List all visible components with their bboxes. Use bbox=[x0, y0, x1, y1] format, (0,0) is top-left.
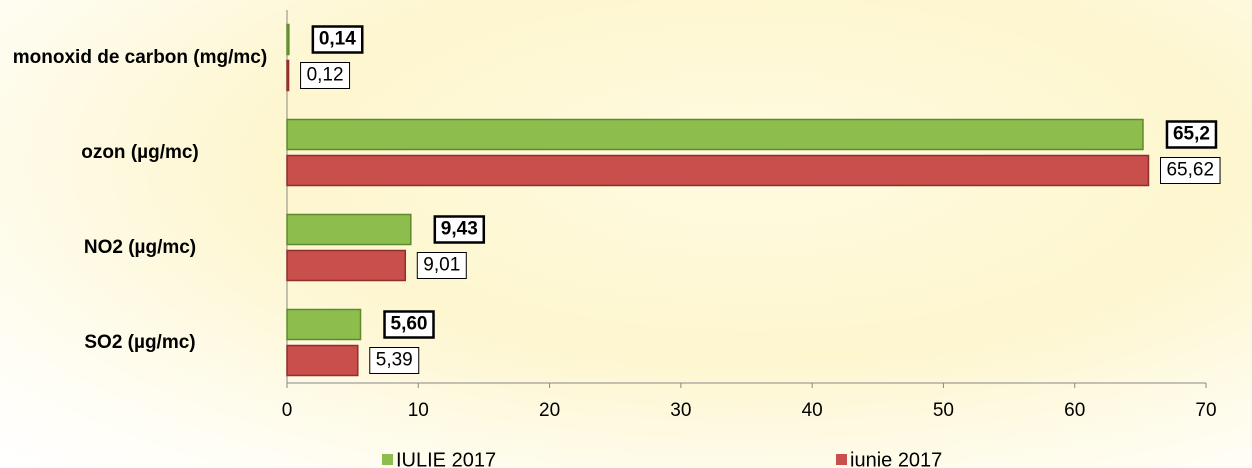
data-label-box bbox=[311, 25, 364, 54]
category-label: monoxid de carbon (mg/mc) bbox=[12, 46, 268, 68]
x-tick-label: 30 bbox=[670, 400, 691, 421]
bar bbox=[286, 154, 1150, 187]
legend-label: IULIE 2017 bbox=[396, 449, 496, 468]
data-label: 5,60 bbox=[391, 314, 428, 335]
x-tick-label: 10 bbox=[408, 400, 429, 421]
x-tick-label: 20 bbox=[539, 400, 560, 421]
data-label-box bbox=[1165, 120, 1218, 149]
data-label-box bbox=[383, 310, 435, 339]
bar bbox=[286, 308, 362, 341]
bar bbox=[286, 344, 359, 377]
bar bbox=[286, 249, 407, 282]
data-label-box bbox=[369, 347, 420, 374]
data-label-box bbox=[416, 252, 467, 279]
category-label: NO2 (µg/mc) bbox=[83, 236, 197, 258]
category-label: ozon (µg/mc) bbox=[81, 141, 199, 163]
data-label-box bbox=[1159, 157, 1221, 184]
data-label-box bbox=[433, 215, 486, 244]
bar bbox=[286, 59, 290, 92]
data-label: 0,14 bbox=[319, 29, 356, 50]
bar bbox=[286, 118, 1144, 151]
x-tick-label: 50 bbox=[933, 400, 954, 421]
data-label: 65,2 bbox=[1173, 124, 1210, 145]
data-label-box bbox=[300, 62, 351, 89]
data-label: 9,01 bbox=[423, 255, 460, 276]
legend-swatch bbox=[836, 454, 847, 465]
x-tick-label: 70 bbox=[1195, 400, 1216, 421]
x-tick-label: 40 bbox=[802, 400, 823, 421]
x-tick-label: 60 bbox=[1064, 400, 1085, 421]
bar bbox=[286, 213, 412, 246]
legend-label: iunie 2017 bbox=[850, 449, 942, 468]
data-label: 5,39 bbox=[376, 350, 413, 371]
data-label: 0,12 bbox=[307, 65, 344, 86]
category-label: SO2 (µg/mc) bbox=[84, 331, 196, 353]
legend-swatch bbox=[382, 454, 393, 465]
x-tick-label: 0 bbox=[282, 400, 293, 421]
data-label: 9,43 bbox=[441, 219, 478, 240]
bar bbox=[286, 23, 290, 56]
data-label: 65,62 bbox=[1166, 160, 1214, 181]
